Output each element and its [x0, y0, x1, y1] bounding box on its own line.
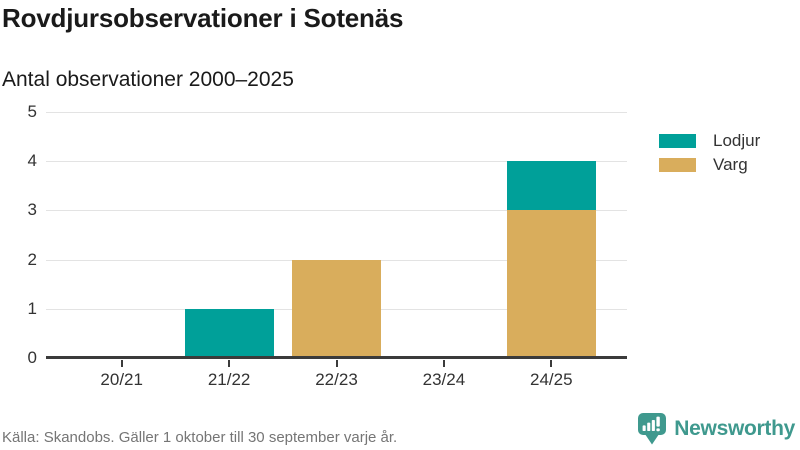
- x-axis-tick: [120, 360, 123, 367]
- bar-segment-varg: [292, 259, 381, 358]
- gridline: [46, 161, 627, 163]
- legend-item-lodjur: Lodjur: [659, 131, 761, 150]
- x-axis-tick: [550, 360, 553, 367]
- x-axis-tick: [335, 360, 338, 367]
- gridline: [46, 112, 627, 113]
- x-tick-label: 21/22: [207, 370, 251, 389]
- y-tick-label: 2: [27, 249, 37, 269]
- plot-area: [46, 112, 627, 367]
- x-tick-label: 24/25: [530, 370, 573, 389]
- legend-item-varg: Varg: [659, 155, 760, 174]
- x-axis-tick: [442, 360, 445, 367]
- gridline: [46, 210, 627, 212]
- legend-swatch: [659, 134, 696, 148]
- legend-label: Lodjur: [713, 131, 761, 150]
- y-tick-label: 5: [27, 102, 37, 121]
- y-tick-label: 1: [27, 298, 37, 318]
- newsworthy-branding: Newsworthy: [638, 413, 795, 445]
- y-axis-labels: 0 1 2 3 4 5: [0, 103, 37, 367]
- chart-subtitle: Antal observationer 2000–2025: [2, 68, 294, 91]
- legend: Lodjur Varg: [659, 131, 761, 182]
- source-note: Källa: Skandobs. Gäller 1 oktober till 3…: [2, 429, 398, 446]
- x-tick-label: 23/24: [422, 370, 466, 389]
- chart-title: Rovdjursobservationer i Sotenäs: [2, 3, 404, 33]
- legend-swatch: [659, 158, 696, 172]
- x-axis-labels: 20/21 21/22 22/23 23/24 24/25: [46, 370, 627, 392]
- newsworthy-logo-icon: [638, 413, 667, 445]
- x-axis-line: [46, 356, 627, 359]
- y-tick-label: 0: [27, 348, 37, 367]
- y-tick-label: 4: [27, 151, 37, 171]
- newsworthy-logo-text: Newsworthy: [674, 417, 795, 440]
- bar-segment-lodjur: [184, 308, 274, 358]
- x-tick-label: 20/21: [100, 370, 143, 389]
- bar-segment-lodjur: [506, 161, 596, 211]
- legend-label: Varg: [713, 155, 748, 174]
- x-axis-tick: [228, 360, 231, 367]
- bar-segment-varg: [506, 210, 596, 358]
- y-tick-label: 3: [27, 200, 37, 220]
- x-tick-label: 22/23: [315, 370, 358, 389]
